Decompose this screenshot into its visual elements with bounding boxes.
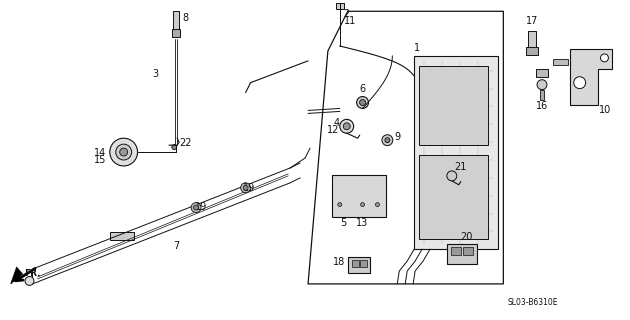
- Bar: [528, 31, 536, 49]
- Text: 3: 3: [152, 69, 158, 79]
- Bar: [414, 56, 498, 249]
- Text: 19: 19: [195, 202, 207, 212]
- Circle shape: [191, 203, 201, 212]
- Circle shape: [375, 203, 379, 207]
- Circle shape: [360, 100, 365, 106]
- Circle shape: [338, 203, 341, 207]
- Circle shape: [116, 144, 132, 160]
- Circle shape: [385, 138, 390, 143]
- Bar: [526, 47, 538, 55]
- Text: 14: 14: [94, 148, 106, 158]
- Circle shape: [193, 205, 198, 210]
- Bar: [110, 232, 134, 240]
- Circle shape: [447, 171, 457, 181]
- Bar: [352, 260, 358, 267]
- Text: 7: 7: [173, 241, 180, 251]
- Circle shape: [172, 145, 176, 149]
- Bar: [553, 59, 568, 65]
- Text: 19: 19: [243, 183, 255, 193]
- Text: 22: 22: [179, 138, 192, 148]
- Circle shape: [340, 119, 353, 133]
- Text: 18: 18: [333, 257, 345, 267]
- Bar: [348, 257, 370, 273]
- Bar: [337, 180, 357, 195]
- Bar: [332, 175, 386, 217]
- Circle shape: [360, 203, 365, 207]
- Bar: [173, 11, 179, 31]
- Circle shape: [241, 183, 251, 193]
- Circle shape: [600, 54, 609, 62]
- Bar: [540, 90, 544, 100]
- Text: 8: 8: [182, 13, 188, 23]
- Text: 4: 4: [334, 118, 340, 128]
- Bar: [447, 244, 476, 264]
- Polygon shape: [11, 267, 23, 284]
- Circle shape: [382, 135, 393, 146]
- Polygon shape: [570, 49, 612, 106]
- Text: 10: 10: [599, 106, 612, 116]
- Bar: [536, 69, 548, 77]
- Text: 21: 21: [454, 162, 466, 172]
- Text: 5: 5: [341, 219, 347, 228]
- Text: 16: 16: [536, 100, 548, 110]
- Circle shape: [243, 185, 248, 190]
- Text: 9: 9: [394, 132, 401, 142]
- Bar: [462, 247, 472, 255]
- Circle shape: [25, 276, 34, 285]
- Circle shape: [574, 77, 586, 89]
- Text: 17: 17: [526, 16, 538, 26]
- Circle shape: [120, 148, 128, 156]
- Bar: [419, 66, 488, 145]
- Text: 1: 1: [414, 43, 420, 53]
- Text: 15: 15: [93, 155, 106, 165]
- Text: 2: 2: [344, 9, 350, 19]
- Text: 11: 11: [344, 16, 356, 26]
- Bar: [360, 180, 377, 195]
- Bar: [451, 247, 461, 255]
- Circle shape: [357, 97, 369, 108]
- Text: SL03-B6310E: SL03-B6310E: [508, 298, 558, 307]
- Text: 6: 6: [360, 84, 365, 93]
- Bar: [360, 260, 367, 267]
- Bar: [419, 155, 488, 239]
- Text: 20: 20: [461, 232, 473, 242]
- Text: 13: 13: [356, 219, 368, 228]
- Bar: [172, 29, 180, 37]
- Text: 12: 12: [328, 125, 340, 135]
- Circle shape: [537, 80, 547, 90]
- Circle shape: [343, 123, 350, 130]
- Circle shape: [110, 138, 137, 166]
- Bar: [336, 4, 344, 9]
- Text: FR.: FR.: [25, 269, 41, 278]
